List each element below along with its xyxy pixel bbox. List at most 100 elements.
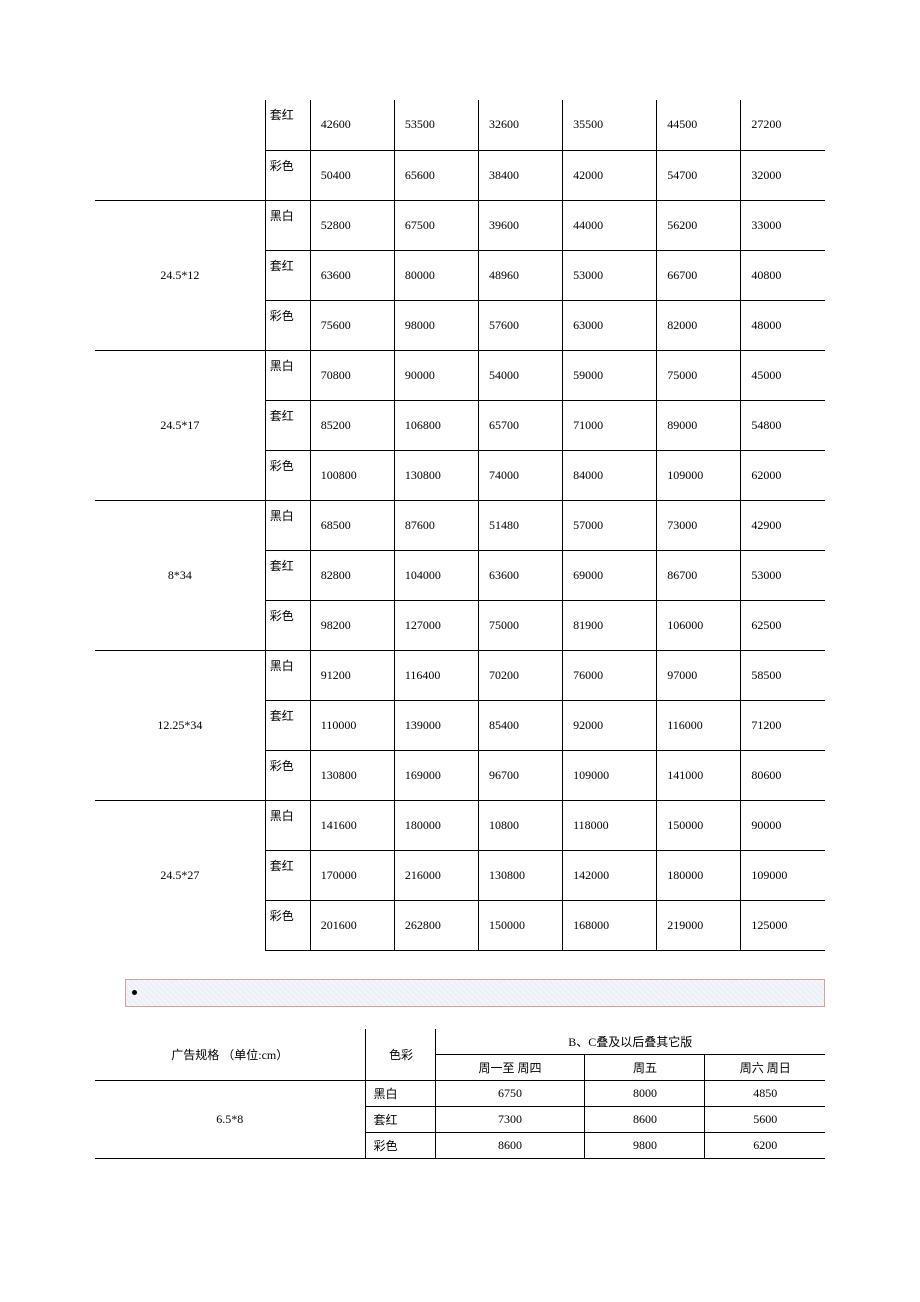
- value-cell: 91200: [310, 650, 394, 700]
- value-cell: 82000: [657, 300, 741, 350]
- value-cell: 57000: [563, 500, 657, 550]
- value-cell: 86700: [657, 550, 741, 600]
- value-cell: 32000: [741, 150, 825, 200]
- value-cell: 139000: [394, 700, 478, 750]
- value-cell: 80000: [394, 250, 478, 300]
- value-cell: 168000: [563, 900, 657, 950]
- value-cell: 97000: [657, 650, 741, 700]
- color-cell: 黑白: [365, 1080, 435, 1106]
- color-cell: 彩色: [265, 300, 310, 350]
- value-cell: 8600: [585, 1106, 705, 1132]
- value-cell: 116400: [394, 650, 478, 700]
- value-cell: 50400: [310, 150, 394, 200]
- value-cell: 80600: [741, 750, 825, 800]
- value-cell: 106800: [394, 400, 478, 450]
- value-cell: 98000: [394, 300, 478, 350]
- value-cell: 51480: [478, 500, 562, 550]
- value-cell: 180000: [394, 800, 478, 850]
- header-spec: 广告规格 （单位:cm）: [95, 1029, 365, 1081]
- value-cell: 65600: [394, 150, 478, 200]
- color-cell: 彩色: [265, 600, 310, 650]
- value-cell: 6750: [435, 1080, 585, 1106]
- value-cell: 169000: [394, 750, 478, 800]
- value-cell: 109000: [741, 850, 825, 900]
- value-cell: 40800: [741, 250, 825, 300]
- value-cell: 5600: [705, 1106, 825, 1132]
- value-cell: 201600: [310, 900, 394, 950]
- table-row: 6.5*8黑白675080004850: [95, 1080, 825, 1106]
- value-cell: 56200: [657, 200, 741, 250]
- value-cell: 8000: [585, 1080, 705, 1106]
- value-cell: 65700: [478, 400, 562, 450]
- value-cell: 54000: [478, 350, 562, 400]
- value-cell: 262800: [394, 900, 478, 950]
- value-cell: 89000: [657, 400, 741, 450]
- value-cell: 52800: [310, 200, 394, 250]
- value-cell: 170000: [310, 850, 394, 900]
- value-cell: 48000: [741, 300, 825, 350]
- pricing-table-secondary: 广告规格 （单位:cm） 色彩 B、C叠及以后叠其它版 周一至 周四 周五 周六…: [95, 1029, 825, 1159]
- value-cell: 104000: [394, 550, 478, 600]
- color-cell: 黑白: [265, 350, 310, 400]
- header-day-0: 周一至 周四: [435, 1054, 585, 1080]
- color-cell: 彩色: [265, 150, 310, 200]
- color-cell: 彩色: [265, 900, 310, 950]
- value-cell: 45000: [741, 350, 825, 400]
- spec-cell: 12.25*34: [95, 650, 265, 800]
- spec-cell: 6.5*8: [95, 1080, 365, 1158]
- value-cell: 35500: [563, 100, 657, 150]
- color-cell: 黑白: [265, 650, 310, 700]
- value-cell: 32600: [478, 100, 562, 150]
- table-row: 24.5*17黑白708009000054000590007500045000: [95, 350, 825, 400]
- value-cell: 82800: [310, 550, 394, 600]
- table-row: 24.5*27黑白1416001800001080011800015000090…: [95, 800, 825, 850]
- value-cell: 53500: [394, 100, 478, 150]
- header-day-1: 周五: [585, 1054, 705, 1080]
- value-cell: 67500: [394, 200, 478, 250]
- value-cell: 38400: [478, 150, 562, 200]
- color-cell: 彩色: [265, 450, 310, 500]
- value-cell: 62500: [741, 600, 825, 650]
- value-cell: 54800: [741, 400, 825, 450]
- value-cell: 219000: [657, 900, 741, 950]
- value-cell: 109000: [657, 450, 741, 500]
- value-cell: 110000: [310, 700, 394, 750]
- color-cell: 套红: [265, 700, 310, 750]
- value-cell: 116000: [657, 700, 741, 750]
- value-cell: 130800: [310, 750, 394, 800]
- value-cell: 75600: [310, 300, 394, 350]
- value-cell: 53000: [563, 250, 657, 300]
- header-section: B、C叠及以后叠其它版: [435, 1029, 825, 1055]
- value-cell: 84000: [563, 450, 657, 500]
- value-cell: 4850: [705, 1080, 825, 1106]
- color-cell: 彩色: [265, 750, 310, 800]
- color-cell: 套红: [265, 400, 310, 450]
- spec-cell: [95, 100, 265, 200]
- value-cell: 10800: [478, 800, 562, 850]
- value-cell: 44500: [657, 100, 741, 150]
- value-cell: 127000: [394, 600, 478, 650]
- value-cell: 130800: [394, 450, 478, 500]
- value-cell: 118000: [563, 800, 657, 850]
- value-cell: 63600: [478, 550, 562, 600]
- spec-cell: 24.5*27: [95, 800, 265, 950]
- value-cell: 42900: [741, 500, 825, 550]
- value-cell: 96700: [478, 750, 562, 800]
- value-cell: 180000: [657, 850, 741, 900]
- value-cell: 7300: [435, 1106, 585, 1132]
- value-cell: 125000: [741, 900, 825, 950]
- value-cell: 42000: [563, 150, 657, 200]
- spec-cell: 24.5*17: [95, 350, 265, 500]
- value-cell: 75000: [478, 600, 562, 650]
- value-cell: 90000: [741, 800, 825, 850]
- header-day-2: 周六 周日: [705, 1054, 825, 1080]
- color-cell: 黑白: [265, 500, 310, 550]
- value-cell: 54700: [657, 150, 741, 200]
- value-cell: 85400: [478, 700, 562, 750]
- table-row: 12.25*34黑白912001164007020076000970005850…: [95, 650, 825, 700]
- value-cell: 70800: [310, 350, 394, 400]
- value-cell: 150000: [657, 800, 741, 850]
- color-cell: 套红: [365, 1106, 435, 1132]
- value-cell: 9800: [585, 1132, 705, 1158]
- pricing-table-main: 套红426005350032600355004450027200彩色504006…: [95, 100, 825, 951]
